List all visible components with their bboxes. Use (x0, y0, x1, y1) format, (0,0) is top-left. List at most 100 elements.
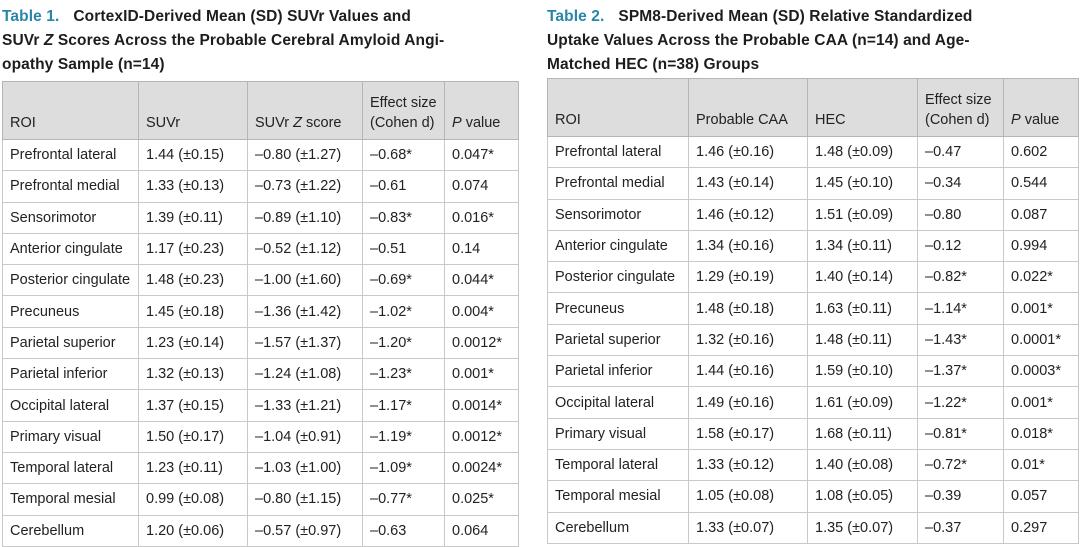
header-z-italic: Z (293, 115, 302, 131)
table-row: Posterior cingulate 1.29 (±0.19) 1.40 (±0.… (547, 261, 1079, 294)
cell-p: 0.001* (1003, 386, 1079, 419)
cell-hec: 1.48 (±0.09) (807, 135, 918, 169)
cell-hec: 1.34 (±0.11) (807, 229, 918, 263)
cell-roi: Anterior cingulate (547, 229, 689, 263)
header-roi: ROI (2, 81, 139, 140)
table-row: Precuneus 1.45 (±0.18) –1.36 (±1.42) –1.02*… (2, 295, 519, 328)
cell-d: –0.68* (362, 138, 445, 172)
cell-d: –0.77* (362, 483, 445, 516)
cell-p: 0.044* (444, 264, 519, 297)
cell-d: –1.02* (362, 295, 445, 328)
cell-d: –1.20* (362, 326, 445, 360)
header-p-value: P value (1003, 78, 1079, 137)
cell-roi: Temporal lateral (2, 451, 139, 485)
cell-caa: 1.46 (±0.16) (688, 135, 808, 169)
table-row: Prefrontal lateral 1.44 (±0.15) –0.80 (±1.… (2, 138, 519, 172)
cell-d: –1.17* (362, 389, 445, 422)
cell-d: –0.34 (917, 167, 1004, 200)
cell-p: 0.01* (1003, 448, 1079, 482)
cell-p: 0.0012* (444, 326, 519, 360)
cell-d: –0.47 (917, 135, 1004, 169)
cell-roi: Temporal lateral (547, 448, 689, 482)
cell-z: –1.36 (±1.42) (247, 295, 363, 328)
cell-d: –0.83* (362, 201, 445, 234)
cell-caa: 1.46 (±0.12) (688, 198, 808, 231)
cell-z: –1.00 (±1.60) (247, 264, 363, 297)
header-probable-caa: Probable CAA (688, 78, 808, 137)
cell-z: –1.57 (±1.37) (247, 326, 363, 360)
table-2-title-line-1: SPM8-Derived Mean (SD) Relative Standard… (618, 8, 973, 25)
cell-z: –0.80 (±1.15) (247, 483, 363, 516)
cell-p: 0.297 (1003, 511, 1079, 544)
cell-d: –0.69* (362, 264, 445, 297)
table-2-panel: Table 2. SPM8-Derived Mean (SD) Relative … (545, 0, 1080, 544)
cell-caa: 1.43 (±0.14) (688, 167, 808, 200)
cell-p: 0.022* (1003, 261, 1079, 294)
cell-d: –1.23* (362, 358, 445, 391)
cell-p: 0.0024* (444, 451, 519, 485)
cell-suvr: 1.23 (±0.11) (138, 451, 248, 485)
table-row: Anterior cingulate 1.34 (±0.16) 1.34 (±0.1… (547, 229, 1079, 263)
cell-suvr: 1.48 (±0.23) (138, 264, 248, 297)
cell-caa: 1.33 (±0.07) (688, 511, 808, 544)
cell-roi: Parietal superior (547, 323, 689, 357)
table-2-label: Table 2. (547, 8, 605, 25)
table-1: ROI SUVr SUVr Z score Effect size (Cohen … (2, 81, 519, 547)
header-p-value: P value (444, 81, 519, 140)
cell-d: –1.14* (917, 292, 1004, 325)
cell-roi: Sensorimotor (547, 198, 689, 231)
cell-suvr: 1.33 (±0.13) (138, 170, 248, 203)
cell-p: 0.087 (1003, 198, 1079, 231)
cell-caa: 1.49 (±0.16) (688, 386, 808, 419)
cell-roi: Precuneus (2, 295, 139, 328)
cell-hec: 1.40 (±0.14) (807, 261, 918, 294)
table-2-title-line-2: Uptake Values Across the Probable CAA (n… (547, 32, 970, 49)
cell-p: 0.0001* (1003, 323, 1079, 357)
cell-z: –0.73 (±1.22) (247, 170, 363, 203)
cell-suvr: 1.39 (±0.11) (138, 201, 248, 234)
cell-hec: 1.61 (±0.09) (807, 386, 918, 419)
header-p-post: value (1020, 112, 1060, 128)
cell-d: –0.82* (917, 261, 1004, 294)
cell-p: 0.001* (444, 358, 519, 391)
table-row: Parietal superior 1.23 (±0.14) –1.57 (±1.3… (2, 326, 519, 360)
table-1-title-line-2b: Z (43, 32, 54, 49)
cell-d: –1.37* (917, 355, 1004, 388)
cell-caa: 1.58 (±0.17) (688, 417, 808, 450)
cell-p: 0.074 (444, 170, 519, 203)
table-row: Primary visual 1.58 (±0.17) 1.68 (±0.11) –0… (547, 417, 1079, 450)
cell-d: –0.72* (917, 448, 1004, 482)
header-effect-line-2: (Cohen d) (925, 112, 990, 128)
table-row: Cerebellum 1.33 (±0.07) 1.35 (±0.07) –0.37 0… (547, 511, 1079, 544)
cell-p: 0.004* (444, 295, 519, 328)
header-effect-line-1: Effect size (370, 95, 437, 111)
cell-roi: Prefrontal lateral (547, 135, 689, 169)
cell-p: 0.064 (444, 514, 519, 547)
table-row: Prefrontal lateral 1.46 (±0.16) 1.48 (±0.0… (547, 135, 1079, 169)
cell-d: –0.61 (362, 170, 445, 203)
table-2: ROI Probable CAA HEC Effect size (Cohen d… (547, 78, 1079, 544)
table-1-title-line-3: opathy Sample (n=14) (2, 56, 165, 73)
table-1-title-line-2c: Scores Across the Probable Cerebral Amyl… (53, 32, 445, 49)
cell-roi: Cerebellum (547, 511, 689, 544)
table-row: Parietal inferior 1.32 (±0.13) –1.24 (±1.0… (2, 358, 519, 391)
table-row: Sensorimotor 1.39 (±0.11) –0.89 (±1.10) –0.… (2, 201, 519, 234)
cell-hec: 1.63 (±0.11) (807, 292, 918, 325)
table-row: Temporal mesial 1.05 (±0.08) 1.08 (±0.05) –… (547, 480, 1079, 513)
cell-z: –1.03 (±1.00) (247, 451, 363, 485)
table-row: Anterior cingulate 1.17 (±0.23) –0.52 (±1.… (2, 232, 519, 266)
cell-suvr: 1.45 (±0.18) (138, 295, 248, 328)
cell-suvr: 1.23 (±0.14) (138, 326, 248, 360)
table-row: Temporal lateral 1.33 (±0.12) 1.40 (±0.08)… (547, 448, 1079, 482)
cell-roi: Sensorimotor (2, 201, 139, 234)
table-2-title-line-3: Matched HEC (n=38) Groups (547, 56, 760, 73)
table-row: Cerebellum 1.20 (±0.06) –0.57 (±0.97) –0.63… (2, 514, 519, 547)
cell-hec: 1.08 (±0.05) (807, 480, 918, 513)
cell-roi: Parietal inferior (547, 355, 689, 388)
cell-caa: 1.32 (±0.16) (688, 323, 808, 357)
table-1-caption: Table 1. CortexID-Derived Mean (SD) SUVr … (2, 5, 520, 81)
cell-roi: Temporal mesial (2, 483, 139, 516)
cell-roi: Occipital lateral (547, 386, 689, 419)
cell-p: 0.994 (1003, 229, 1079, 263)
cell-p: 0.047* (444, 138, 519, 172)
